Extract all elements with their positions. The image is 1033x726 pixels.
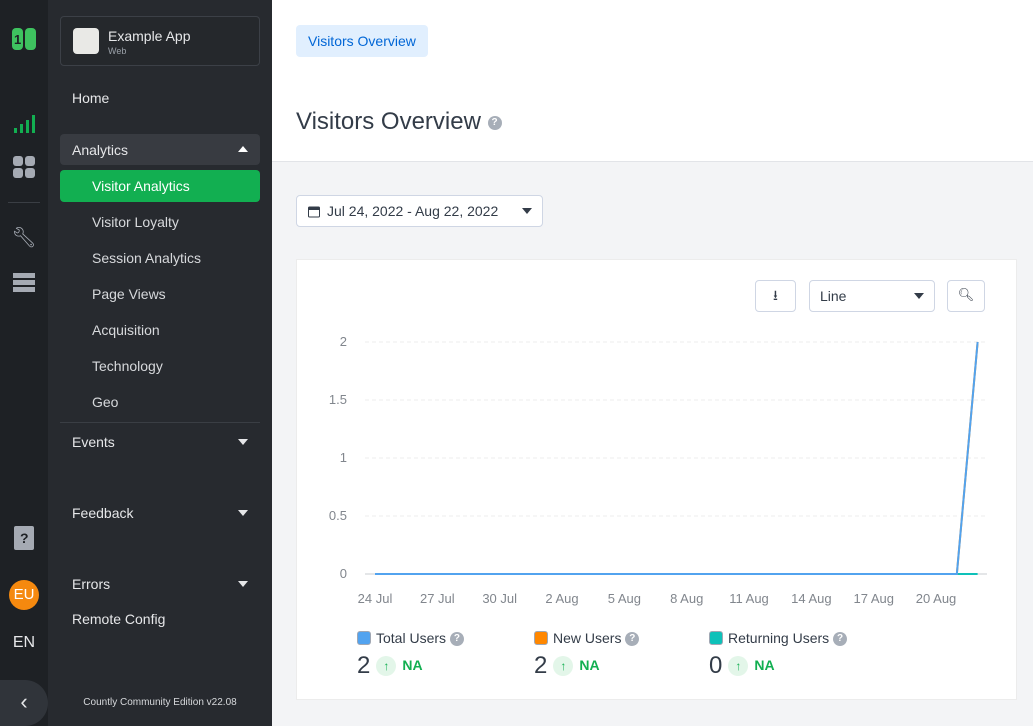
date-range-picker[interactable]: Jul 24, 2022 - Aug 22, 2022	[296, 195, 543, 227]
divider	[60, 422, 260, 423]
y-tick-label: 2	[340, 334, 347, 349]
line-chart: 0 0.5 1 1.5 2 24 Jul 27 Jul 30 Jul 2 Aug 5 Aug 8 A…	[329, 334, 987, 606]
sidebar-item-technology[interactable]: Technology	[92, 358, 163, 374]
legend-swatch	[709, 631, 723, 645]
countly-logo-icon[interactable]: 1	[12, 27, 36, 51]
legend-item-new-users[interactable]: New Users ?	[534, 630, 640, 647]
page-header: Visitors Overview Visitors Overview ?	[272, 0, 1033, 162]
help-icon[interactable]: ?	[449, 632, 464, 647]
y-tick-label: 0.5	[329, 508, 347, 523]
caret-down-icon	[914, 293, 924, 299]
x-tick-label: 8 Aug	[670, 591, 703, 606]
sidebar-item-feedback[interactable]: Feedback	[72, 505, 134, 521]
breadcrumb[interactable]: Visitors Overview	[296, 25, 428, 57]
download-icon: ⭳	[773, 287, 778, 303]
calendar-icon	[308, 206, 320, 218]
help-icon[interactable]: ?	[487, 115, 502, 130]
caret-down-icon	[522, 208, 532, 214]
sidebar-item-analytics[interactable]: Analytics	[60, 134, 260, 165]
avatar[interactable]: EU	[9, 580, 39, 610]
y-tick-label: 0	[340, 566, 347, 581]
arrow-up-icon: ↑	[376, 656, 397, 676]
x-tick-label: 17 Aug	[853, 591, 894, 606]
divider	[8, 202, 40, 203]
x-tick-label: 14 Aug	[791, 591, 832, 606]
download-button[interactable]: ⭳	[755, 280, 796, 312]
metric-value: 2	[534, 652, 548, 679]
x-tick-label: 24 Jul	[358, 591, 393, 606]
sidebar-item-acquisition[interactable]: Acquisition	[92, 322, 160, 338]
total-users-value: 2 ↑ NA	[357, 652, 423, 680]
dashboard-icon[interactable]	[12, 155, 36, 179]
date-range-value: Jul 24, 2022 - Aug 22, 2022	[327, 203, 499, 219]
caret-up-icon	[238, 146, 248, 152]
page-title-text: Visitors Overview	[296, 108, 481, 135]
visitor-analytics-label: Visitor Analytics	[92, 178, 190, 194]
sidebar-item-remote-config[interactable]: Remote Config	[72, 611, 166, 627]
chart-type-select[interactable]: Line	[809, 280, 935, 312]
app-icon	[73, 28, 99, 54]
trend-value: NA	[754, 657, 775, 673]
app-name: Example App	[108, 28, 191, 44]
new-users-value: 2 ↑ NA	[534, 652, 600, 680]
page-title: Visitors Overview ?	[296, 108, 502, 136]
legend-label: Returning Users	[728, 630, 830, 646]
metric-value: 2	[357, 652, 371, 679]
sidebar: Example App Web Home Analytics Visitor A…	[48, 0, 272, 726]
x-tick-label: 5 Aug	[608, 591, 641, 606]
wrench-icon[interactable]: 🔧︎	[11, 226, 37, 249]
sidebar-item-page-views[interactable]: Page Views	[92, 286, 166, 302]
app-type: Web	[108, 46, 127, 56]
analytics-label: Analytics	[72, 142, 129, 158]
sidebar-item-visitor-loyalty[interactable]: Visitor Loyalty	[92, 214, 179, 230]
help-icon[interactable]: ?	[833, 632, 848, 647]
sidebar-item-events[interactable]: Events	[72, 434, 115, 450]
x-tick-label: 20 Aug	[916, 591, 957, 606]
legend-item-total-users[interactable]: Total Users ?	[357, 630, 464, 647]
language-selector[interactable]: EN	[12, 634, 36, 651]
help-icon[interactable]: ?	[625, 632, 640, 647]
analytics-icon[interactable]	[12, 112, 36, 136]
sidebar-item-session-analytics[interactable]: Session Analytics	[92, 250, 201, 266]
legend-item-returning-users[interactable]: Returning Users ?	[709, 630, 848, 647]
zoom-icon: 🔍︎	[957, 287, 975, 302]
arrow-up-icon: ↑	[553, 656, 574, 676]
main-content: Visitors Overview Visitors Overview ? Ju…	[272, 0, 1033, 726]
caret-down-icon	[238, 581, 248, 587]
caret-down-icon	[238, 510, 248, 516]
trend-value: NA	[579, 657, 600, 673]
legend-label: Total Users	[376, 630, 447, 646]
arrow-up-icon: ↑	[728, 656, 749, 676]
svg-text:?: ?	[20, 530, 29, 546]
svg-text:1: 1	[14, 32, 21, 47]
x-tick-label: 2 Aug	[545, 591, 578, 606]
x-tick-label: 30 Jul	[482, 591, 517, 606]
x-tick-label: 11 Aug	[729, 591, 769, 606]
legend-swatch	[357, 631, 371, 645]
x-tick-label: 27 Jul	[420, 591, 455, 606]
icon-rail: 1 🔧︎ ? EU EN ‹	[0, 0, 48, 726]
caret-down-icon	[238, 439, 248, 445]
legend-swatch	[534, 631, 548, 645]
sidebar-item-geo[interactable]: Geo	[92, 394, 119, 410]
data-manager-icon[interactable]	[12, 270, 36, 294]
y-tick-label: 1	[340, 450, 347, 465]
help-icon[interactable]: ?	[12, 526, 36, 550]
zoom-button[interactable]: 🔍︎	[947, 280, 985, 312]
version-footer: Countly Community Edition v22.08	[83, 697, 237, 708]
collapse-sidebar-button[interactable]: ‹	[0, 680, 48, 726]
chart-type-value: Line	[820, 288, 847, 304]
app-selector[interactable]: Example App Web	[60, 16, 260, 66]
trend-value: NA	[402, 657, 423, 673]
returning-users-value: 0 ↑ NA	[709, 652, 775, 680]
y-tick-label: 1.5	[329, 392, 347, 407]
chart-card: ⭳ Line 🔍︎ 0 0.5 1 1.5 2 24 Jul 27 Jul 30 Jul 2 A…	[296, 259, 1017, 700]
sidebar-item-errors[interactable]: Errors	[72, 576, 111, 592]
sidebar-item-visitor-analytics[interactable]	[60, 170, 260, 202]
series-line-total-users	[375, 341, 979, 575]
legend-label: New Users	[553, 630, 622, 646]
metric-value: 0	[709, 652, 723, 679]
sidebar-item-home[interactable]: Home	[72, 90, 110, 106]
